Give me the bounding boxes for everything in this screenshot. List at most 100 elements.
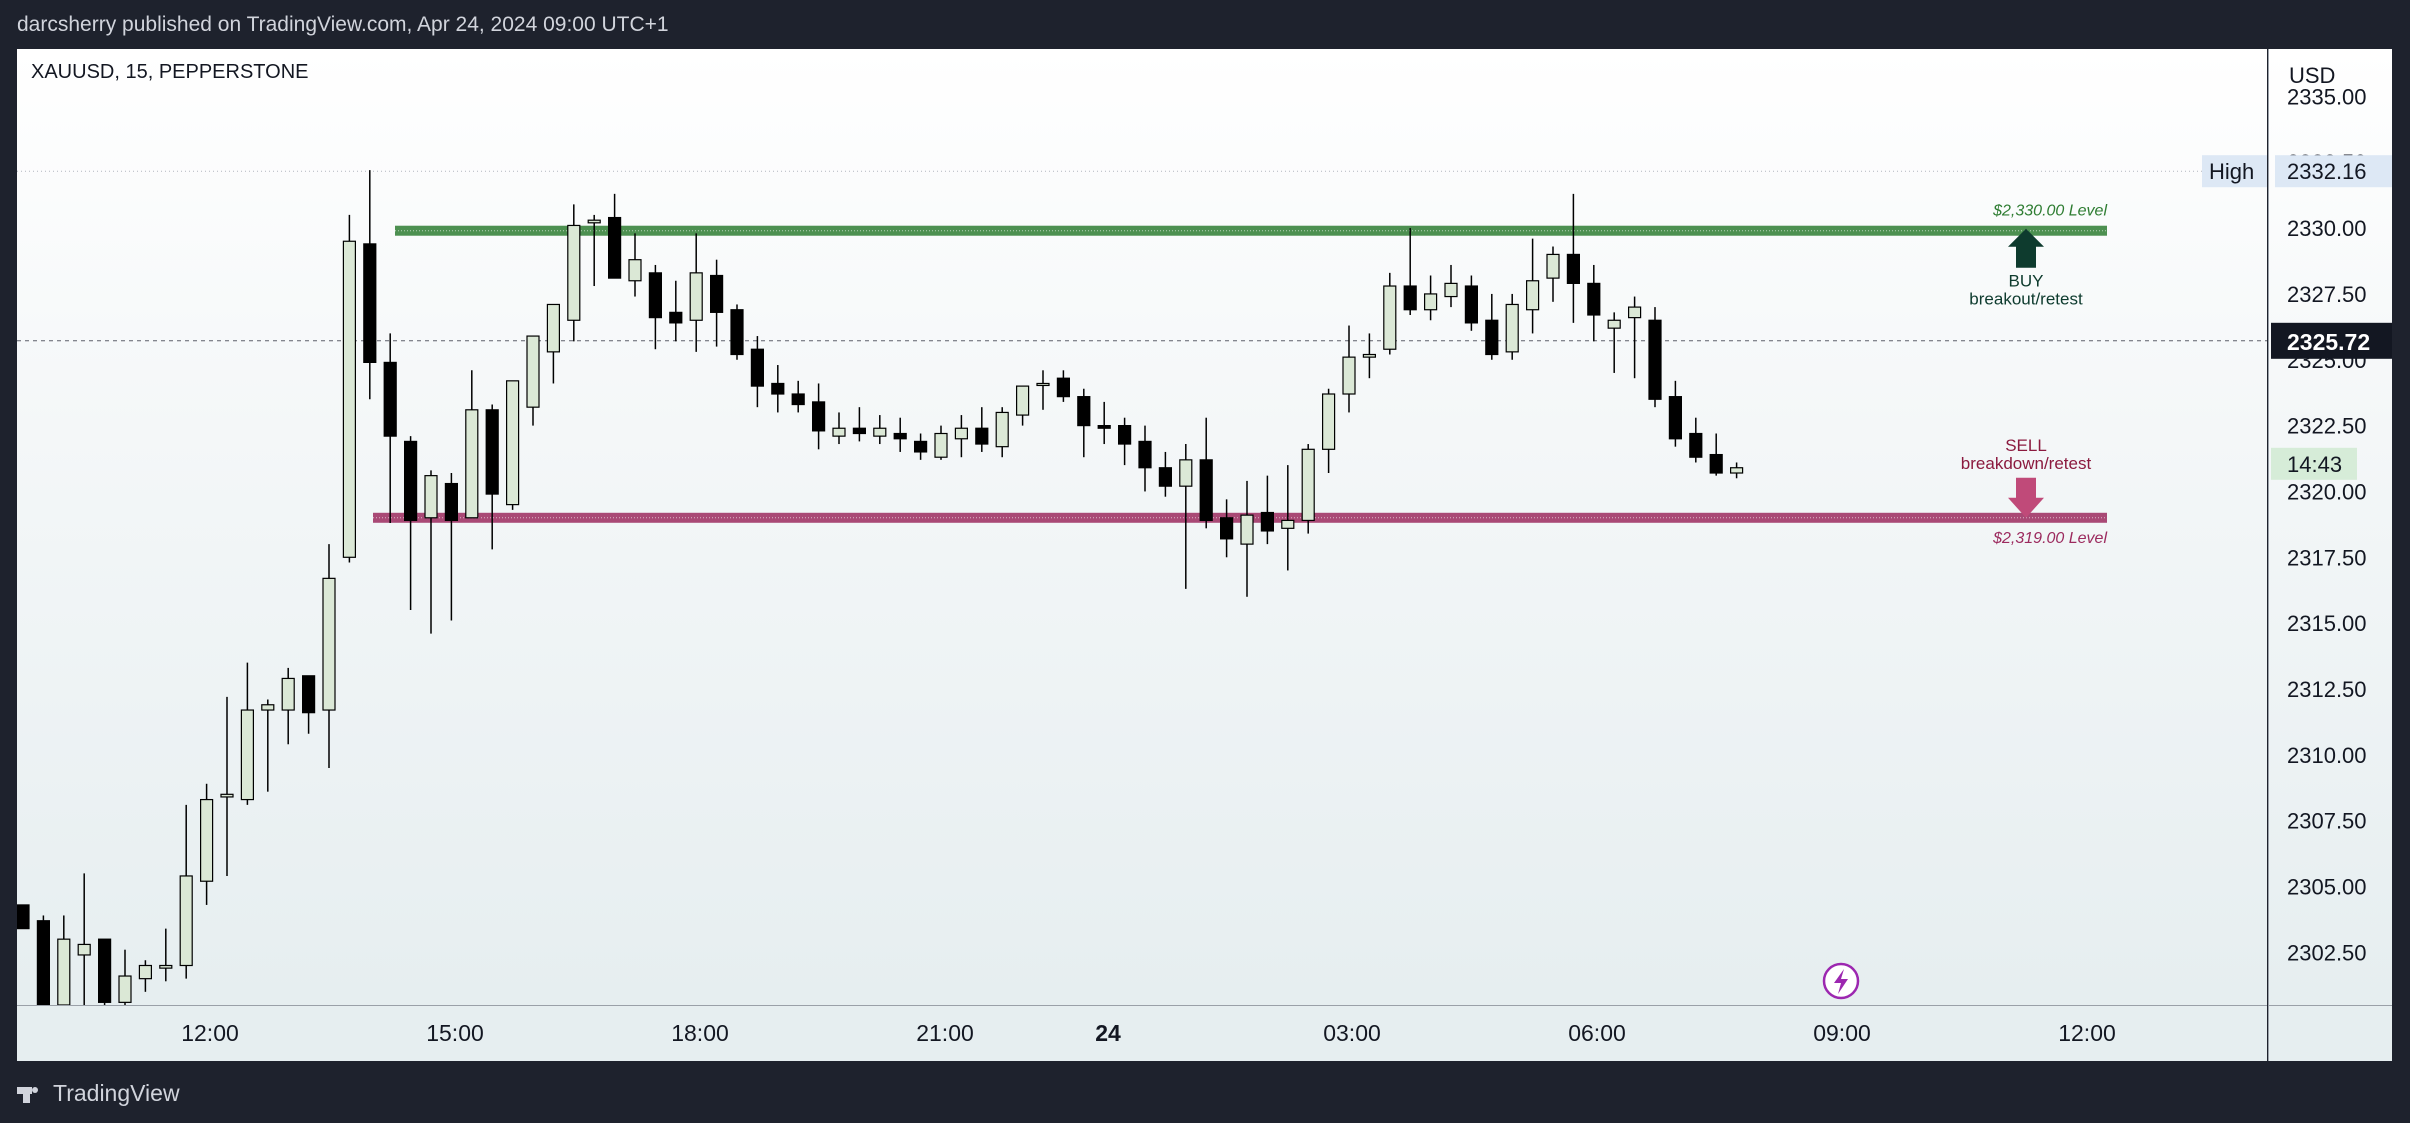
chart-plot-area[interactable]: $2,330.00 Level $2,319.00 Level BUY breakou… xyxy=(17,49,2267,1005)
candle xyxy=(1077,388,1091,458)
high-price-value: 2332.16 xyxy=(2287,159,2367,184)
candle xyxy=(97,938,112,1005)
candle xyxy=(913,433,928,460)
time-axis[interactable]: 12:00 15:00 18:00 21:00 24 03:00 06:00 09:00 12:… xyxy=(17,1005,2267,1062)
candle xyxy=(1566,193,1581,323)
candle-body-down xyxy=(1260,511,1275,532)
candle xyxy=(1505,293,1519,360)
candle-body-up xyxy=(832,427,846,437)
price-tick-label: 2335.00 xyxy=(2287,84,2367,109)
candle-body-down xyxy=(975,427,989,445)
high-label-badge xyxy=(2202,155,2267,188)
candle-body-down xyxy=(750,348,765,387)
candle xyxy=(240,662,254,805)
candlestick-chart: $2,330.00 Level $2,319.00 Level BUYbreakou… xyxy=(17,155,2267,1005)
time-tick-label: 12:00 xyxy=(181,1020,239,1046)
candle xyxy=(1668,380,1683,447)
candle-body-up xyxy=(1281,519,1295,529)
candle-body-down xyxy=(709,274,724,313)
candle-body-up xyxy=(465,409,479,519)
candle-body-up xyxy=(689,272,703,321)
candle-body-up xyxy=(200,798,214,882)
tradingview-logo-icon xyxy=(17,1084,45,1104)
candle-body-up xyxy=(281,677,295,711)
price-tick-label: 2315.00 xyxy=(2287,611,2367,636)
candle xyxy=(689,233,703,352)
candle-body-up xyxy=(567,224,581,321)
candle-body-down xyxy=(913,440,928,453)
candle xyxy=(220,696,234,876)
resistance-level-label: $2,330.00 Level xyxy=(1992,203,2107,220)
candle-body-down xyxy=(1464,285,1479,324)
time-tick-label: 06:00 xyxy=(1568,1020,1626,1046)
price-tick-label: 2317.50 xyxy=(2287,545,2367,570)
price-tick-label: 2312.50 xyxy=(2287,677,2367,702)
candle-body-up xyxy=(179,875,193,967)
candle-body-up xyxy=(1505,303,1519,353)
countdown-value: 14:43 xyxy=(2287,452,2342,477)
candle xyxy=(975,407,989,452)
candle xyxy=(138,960,153,992)
candle xyxy=(750,336,765,408)
candle xyxy=(77,873,91,1005)
candle-body-up xyxy=(1015,385,1030,416)
candle xyxy=(628,233,642,297)
candle-body-down xyxy=(1056,377,1071,398)
candle-body-up xyxy=(546,303,561,353)
candle xyxy=(118,949,132,1005)
candle xyxy=(1362,333,1377,379)
candle-body-up xyxy=(1627,306,1642,319)
high-label-text: High xyxy=(2209,159,2254,184)
candle-body-down xyxy=(1587,282,1601,316)
candle-body-up xyxy=(220,793,234,798)
candle xyxy=(1546,246,1560,302)
time-tick-label: 18:00 xyxy=(671,1020,729,1046)
candle xyxy=(200,783,214,905)
candle-body-up xyxy=(240,709,254,801)
time-tick-label: 21:00 xyxy=(916,1020,974,1046)
candle-body-down xyxy=(302,675,316,714)
candle xyxy=(1219,499,1234,558)
candle-body-up xyxy=(1240,514,1254,545)
candle xyxy=(934,425,948,460)
tradingview-logo[interactable]: TradingView xyxy=(17,1080,180,1107)
publisher-text: darcsherry published on TradingView.com,… xyxy=(17,13,669,36)
price-axis-labels: 2335.002332.502330.002327.502325.002322.… xyxy=(2271,84,2392,965)
candle-body-down xyxy=(485,409,499,495)
candle xyxy=(1281,465,1295,571)
axis-corner xyxy=(2268,1005,2392,1062)
time-axis-labels: 12:00 15:00 18:00 21:00 24 03:00 06:00 09:00 12:… xyxy=(181,1020,2116,1046)
candle xyxy=(1709,433,1723,476)
candle xyxy=(1321,388,1336,474)
currency-label[interactable]: USD xyxy=(2289,63,2336,88)
candle xyxy=(995,407,1009,458)
candle-body-up xyxy=(1525,280,1540,311)
candle xyxy=(1689,417,1703,463)
candle xyxy=(1383,272,1397,355)
time-tick-label: 15:00 xyxy=(426,1020,484,1046)
candle-body-down xyxy=(1648,319,1662,400)
candle-body-down xyxy=(363,243,377,363)
candle-body-down xyxy=(1709,453,1723,474)
candle xyxy=(485,404,499,550)
candle-body-up xyxy=(1607,319,1621,329)
candle-body-up xyxy=(1423,293,1438,311)
candle-body-up xyxy=(77,943,91,956)
price-axis[interactable]: USD 2335.002332.502330.002327.502325.002… xyxy=(2268,49,2392,1005)
candle-body-down xyxy=(444,482,458,522)
sell-arrow-icon xyxy=(2008,477,2044,518)
price-tick-label: 2302.50 xyxy=(2287,940,2367,965)
candle xyxy=(873,415,887,445)
candle xyxy=(302,675,316,734)
candle xyxy=(281,667,295,745)
candle xyxy=(954,415,969,458)
candle-body-down xyxy=(404,440,418,522)
candle xyxy=(669,280,683,342)
candle-body-down xyxy=(1403,285,1417,311)
candle xyxy=(791,380,805,413)
candle xyxy=(1423,275,1438,321)
symbol-label[interactable]: XAUUSD, 15, PEPPERSTONE xyxy=(31,61,309,83)
candle xyxy=(383,333,397,524)
candle xyxy=(363,170,377,400)
brand-label: TradingView xyxy=(53,1080,180,1106)
